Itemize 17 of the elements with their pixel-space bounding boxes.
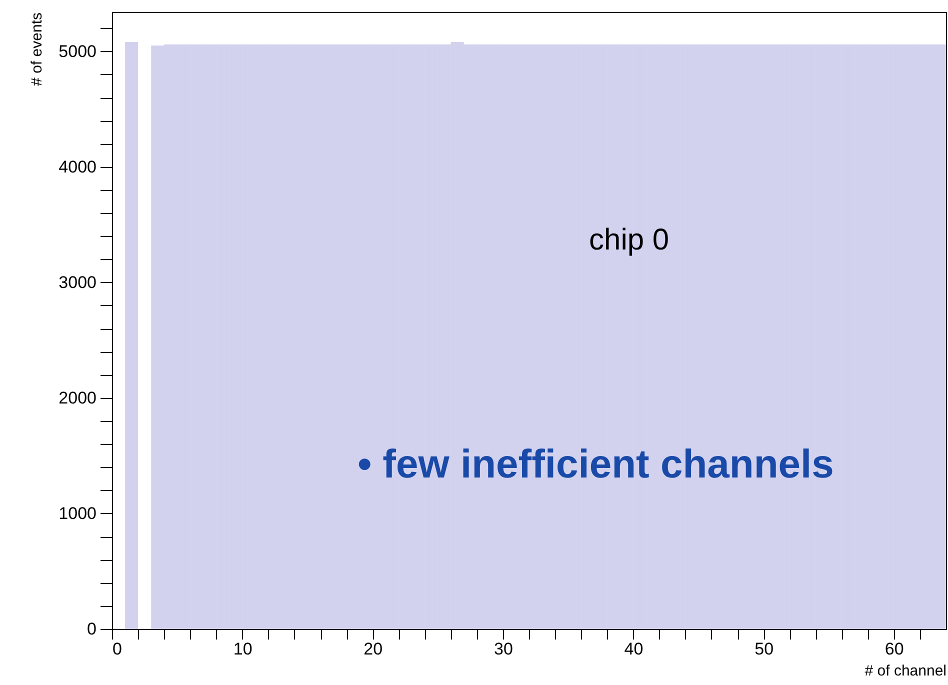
y-tick-label: 5000 <box>58 42 96 61</box>
y-tick-label: 4000 <box>58 157 96 176</box>
x-axis-title: # of channel <box>864 662 946 680</box>
x-tick-label: 0 <box>112 640 122 658</box>
x-tick-label: 50 <box>754 640 774 658</box>
x-tick-label: 30 <box>494 640 513 658</box>
annotation: chip 0 <box>589 223 670 256</box>
y-tick-label: 2000 <box>58 388 96 408</box>
annotation: • few inefficient channels <box>358 442 834 486</box>
y-axis-title: # of events <box>28 12 46 86</box>
y-tick-label: 1000 <box>58 504 96 523</box>
y-tick-label: 0 <box>87 620 96 638</box>
x-tick-label: 40 <box>624 640 644 658</box>
x-tick-label: 10 <box>233 640 252 658</box>
x-tick-label: 20 <box>364 640 383 658</box>
y-tick-label: 3000 <box>58 272 96 292</box>
x-tick-label: 60 <box>884 640 904 658</box>
